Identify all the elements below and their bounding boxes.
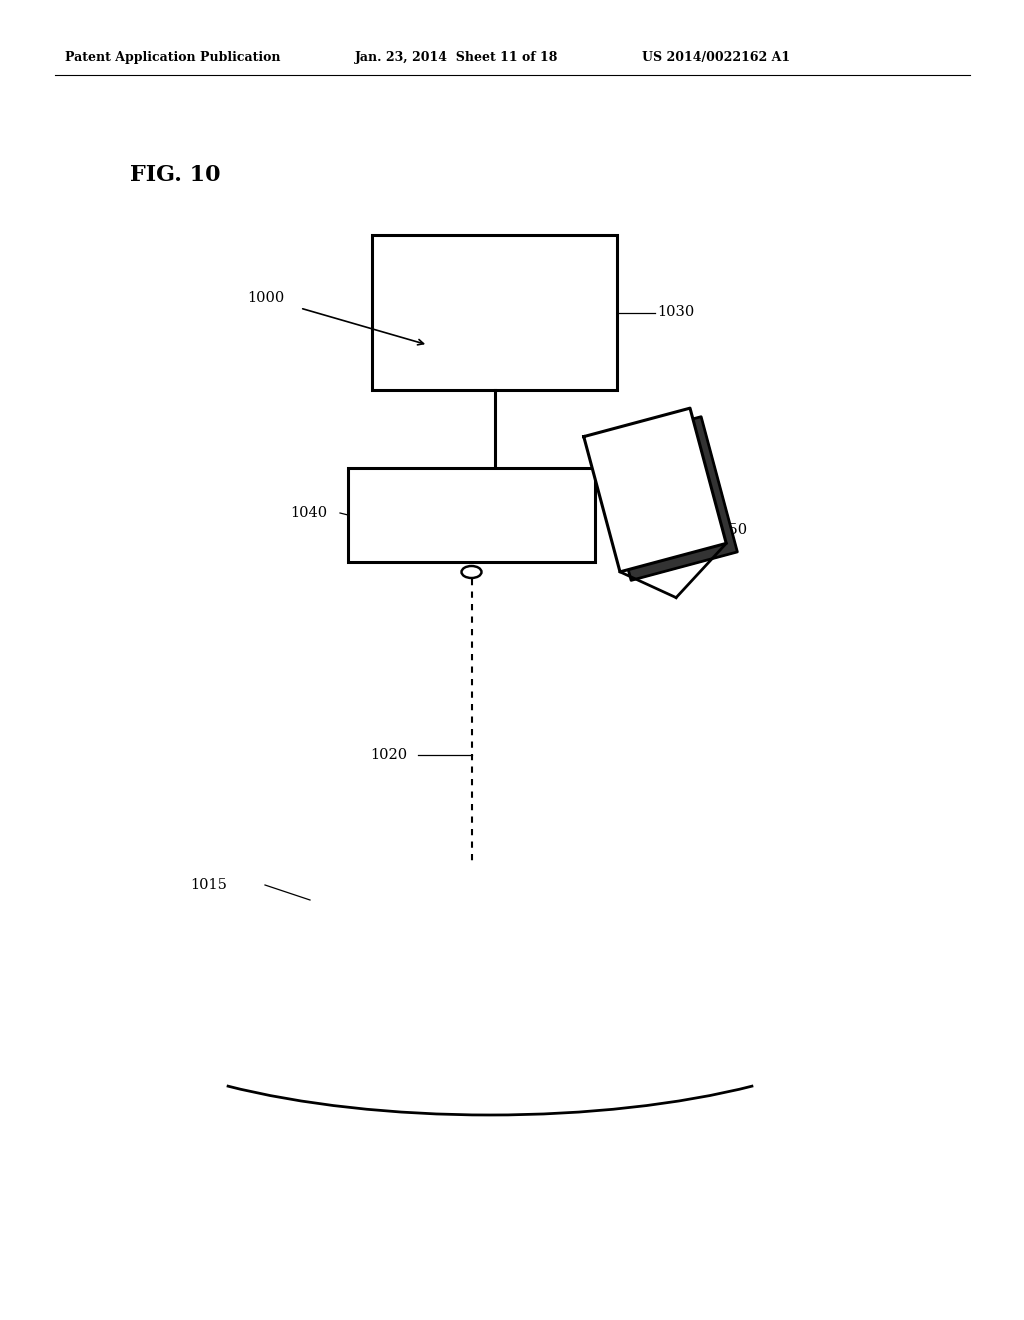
Polygon shape: [595, 417, 737, 581]
Text: FIG. 10: FIG. 10: [130, 164, 220, 186]
Text: Patent Application Publication: Patent Application Publication: [65, 51, 281, 65]
Polygon shape: [584, 408, 726, 572]
Text: 1040: 1040: [290, 506, 327, 520]
Bar: [348, 469, 595, 562]
Text: Jan. 23, 2014  Sheet 11 of 18: Jan. 23, 2014 Sheet 11 of 18: [355, 51, 558, 65]
Text: US 2014/0022162 A1: US 2014/0022162 A1: [642, 51, 791, 65]
Text: 1020: 1020: [370, 748, 408, 762]
Bar: [372, 235, 617, 389]
Text: 1015: 1015: [190, 878, 227, 892]
Ellipse shape: [462, 566, 481, 578]
Text: 1050: 1050: [710, 523, 748, 537]
Text: 1030: 1030: [657, 305, 694, 319]
Text: 1000: 1000: [247, 290, 285, 305]
